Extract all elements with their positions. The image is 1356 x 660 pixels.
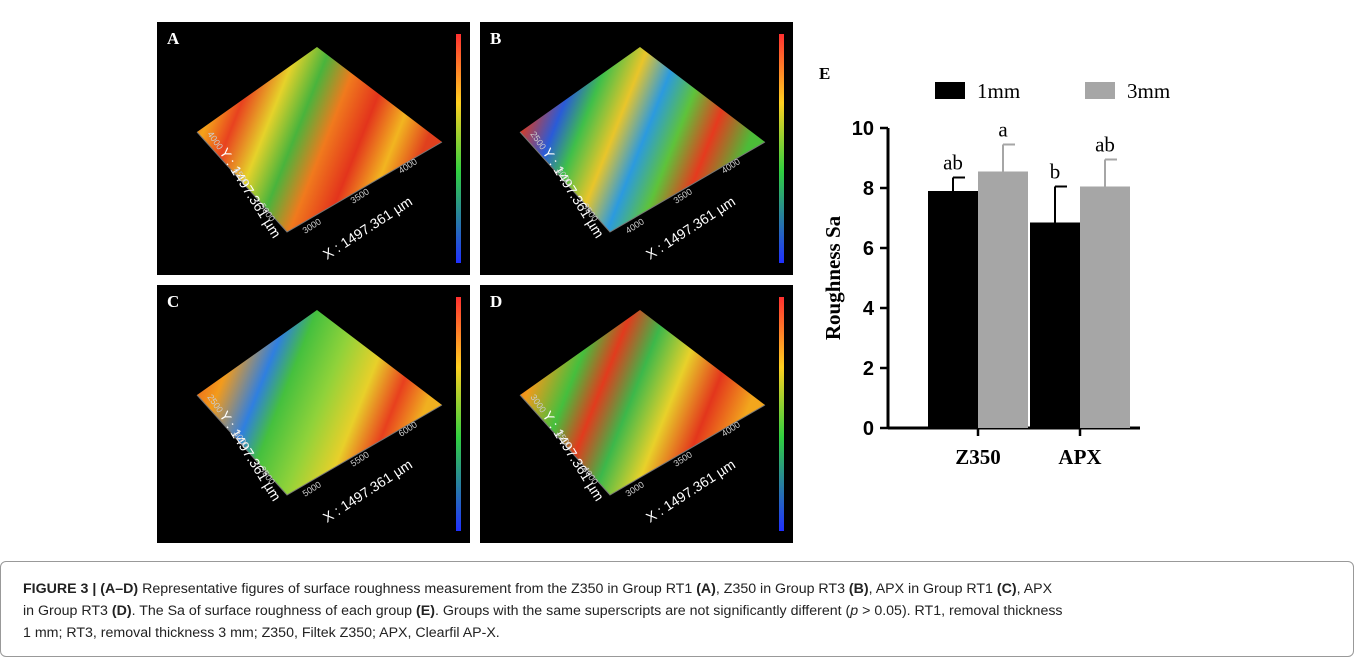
error-bar xyxy=(952,176,965,191)
color-bar xyxy=(456,34,461,263)
panel-letter: C xyxy=(167,292,179,311)
caption-text: FIGURE 3 | (A–D) xyxy=(23,581,139,597)
legend-swatch xyxy=(1085,82,1115,99)
significance-letter: b xyxy=(1050,160,1061,184)
caption-text: (B) xyxy=(848,581,869,597)
figure: AY : 1497.361 µm X : 1497.361 µm400045005… xyxy=(157,22,1170,543)
caption-text: , APX in Group RT1 xyxy=(868,581,997,597)
color-bar xyxy=(456,297,461,531)
caption-text: in Group RT3 xyxy=(23,603,112,619)
bar xyxy=(928,191,978,428)
surface-edge xyxy=(196,131,443,233)
caption: FIGURE 3 | (A–D) Representative figures … xyxy=(0,561,1354,657)
caption-text: p xyxy=(850,603,859,619)
panel-letter: D xyxy=(490,292,502,311)
x-tick-label: APX xyxy=(1058,445,1101,469)
y-tick-label: 8 xyxy=(863,178,874,200)
surface xyxy=(197,310,442,495)
caption-text: 1 mm; RT3, removal thickness 3 mm; Z350,… xyxy=(23,625,500,641)
color-bar xyxy=(779,34,784,263)
caption-text: . Groups with the same superscripts are … xyxy=(434,603,851,619)
surface-image: CY : 1497.361 µm X : 1497.361 µm250030003… xyxy=(157,285,470,543)
significance-letter: ab xyxy=(1095,133,1115,157)
surface xyxy=(520,47,765,232)
error-bar xyxy=(1002,143,1015,172)
caption-text: (A) xyxy=(696,581,716,597)
surface-image: BY : 1497.361 µm X : 1497.361 µm250030003… xyxy=(480,22,793,275)
caption-text: . The Sa of surface roughness of each gr… xyxy=(131,603,417,619)
panel-letter: E xyxy=(819,64,830,83)
legend-label: 3mm xyxy=(1127,79,1170,103)
surface-edge xyxy=(519,394,766,496)
panels: AY : 1497.361 µm X : 1497.361 µm400045005… xyxy=(157,22,793,543)
caption-text: (D) xyxy=(111,603,132,619)
y-axis-label: Roughness Sa xyxy=(821,215,845,340)
caption-text: > 0.05). RT1, removal thickness xyxy=(858,603,1063,619)
x-tick-label: Z350 xyxy=(955,445,1001,469)
y-tick-label: 0 xyxy=(863,418,874,440)
y-tick-label: 2 xyxy=(863,358,874,380)
caption-text: Representative figures of surface roughn… xyxy=(138,581,697,597)
bar xyxy=(978,171,1028,428)
caption-text: (E) xyxy=(416,603,435,619)
caption-text: (C) xyxy=(996,581,1017,597)
surface-image: AY : 1497.361 µm X : 1497.361 µm400045005… xyxy=(157,22,470,275)
significance-letter: ab xyxy=(943,151,963,175)
y-tick-label: 4 xyxy=(863,298,875,320)
caption-text: , Z350 in Group RT3 xyxy=(715,581,849,597)
caption-text: , APX xyxy=(1016,581,1053,597)
color-bar xyxy=(779,297,784,531)
surface-edge xyxy=(196,394,443,496)
surface-edge xyxy=(519,131,766,233)
surface-image: DY : 1497.361 µm X : 1497.361 µm300035004… xyxy=(480,285,793,543)
panel-letter: B xyxy=(490,29,501,48)
panel-letter: A xyxy=(167,29,180,48)
bar xyxy=(1080,186,1130,428)
y-tick-label: 10 xyxy=(852,118,874,140)
legend-label: 1mm xyxy=(977,79,1020,103)
surface xyxy=(520,310,765,495)
y-tick-label: 6 xyxy=(863,238,874,260)
bar-chart: E Roughness Sa 0 2 4 6 8 10 Z350 APX 1mm ab b 3mm a ab xyxy=(819,64,1170,469)
legend-swatch xyxy=(935,82,965,99)
error-bar xyxy=(1104,158,1117,187)
error-bar xyxy=(1054,185,1067,223)
bar xyxy=(1030,222,1080,428)
surface xyxy=(197,47,442,232)
significance-letter: a xyxy=(998,118,1008,142)
